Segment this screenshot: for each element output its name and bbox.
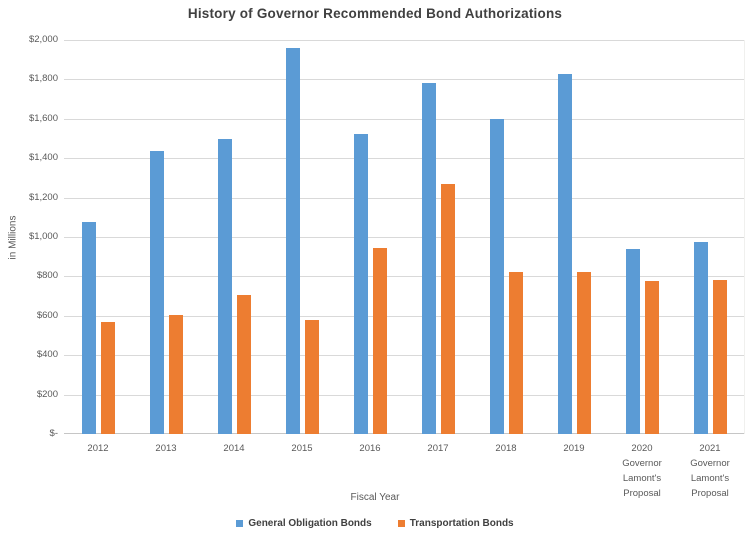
bar-transportation-bonds bbox=[372, 247, 387, 434]
legend-label: General Obligation Bonds bbox=[248, 518, 372, 529]
gridline bbox=[64, 237, 744, 238]
x-axis-label-line: Governor bbox=[622, 458, 662, 469]
x-axis-label-line: Lamont's bbox=[690, 473, 730, 484]
bar-group bbox=[336, 40, 404, 434]
bar-transportation-bonds bbox=[236, 295, 251, 434]
y-tick-label: $1,200 bbox=[28, 191, 58, 203]
y-tick-label: $600 bbox=[36, 309, 58, 321]
x-axis-label-line: 2013 bbox=[155, 443, 177, 454]
bars-layer bbox=[64, 40, 744, 434]
x-axis-label-line: 2019 bbox=[563, 443, 585, 454]
bar-group bbox=[64, 40, 132, 434]
x-axis-labels: 2012 2013 2014 2015 2016 2017 2018 2019 2020 Gove… bbox=[64, 441, 744, 501]
chart-legend: General Obligation Bonds Transportation B… bbox=[0, 518, 750, 529]
bar-transportation-bonds bbox=[508, 272, 523, 434]
bar-group bbox=[676, 40, 744, 434]
bar-group bbox=[404, 40, 472, 434]
gridline bbox=[64, 276, 744, 278]
bar-general-obligation-bonds bbox=[285, 47, 300, 434]
x-axis-label-line: 2017 bbox=[427, 443, 449, 454]
x-axis-label: 2015 bbox=[268, 441, 336, 501]
gridline bbox=[64, 79, 744, 81]
legend-label: Transportation Bonds bbox=[409, 518, 514, 529]
x-axis-label-line: 2015 bbox=[291, 443, 313, 454]
gridline bbox=[64, 433, 744, 434]
bar-group bbox=[608, 40, 676, 434]
x-axis-label-line: 2020 bbox=[631, 443, 653, 454]
bar-group bbox=[472, 40, 540, 434]
x-axis-label-line: 2016 bbox=[359, 443, 381, 454]
bar-group bbox=[132, 40, 200, 434]
x-axis-label-line: 2018 bbox=[495, 443, 517, 454]
bar-transportation-bonds bbox=[644, 281, 659, 434]
x-axis-label: 2016 bbox=[336, 441, 404, 501]
bar-general-obligation-bonds bbox=[149, 151, 164, 434]
x-axis-label-line: Proposal bbox=[691, 488, 729, 499]
y-tick-label: $- bbox=[49, 428, 58, 439]
legend-swatch bbox=[236, 520, 244, 527]
bar-general-obligation-bonds bbox=[353, 133, 368, 434]
legend-item: General Obligation Bonds bbox=[236, 518, 372, 529]
bar-transportation-bonds bbox=[712, 280, 727, 434]
x-axis-label-line: 2014 bbox=[223, 443, 245, 454]
bar-transportation-bonds bbox=[440, 183, 455, 434]
chart-title: History of Governor Recommended Bond Aut… bbox=[187, 6, 563, 21]
plot-area bbox=[64, 40, 745, 434]
gridline bbox=[64, 355, 744, 357]
x-axis-label: 2012 bbox=[64, 441, 132, 501]
bar-general-obligation-bonds bbox=[217, 138, 232, 434]
bar-general-obligation-bonds bbox=[625, 248, 640, 434]
x-axis-label: 2013 bbox=[132, 441, 200, 501]
gridline bbox=[64, 118, 744, 120]
y-tick-label: $800 bbox=[36, 270, 58, 282]
y-tick-label: $400 bbox=[36, 349, 58, 361]
y-tick-label: $200 bbox=[36, 388, 58, 400]
x-axis-label-line: Governor bbox=[690, 458, 730, 469]
gridline bbox=[64, 197, 744, 199]
legend-item: Transportation Bonds bbox=[397, 518, 514, 529]
bar-group bbox=[268, 40, 336, 434]
x-axis-label-line: 2021 bbox=[699, 443, 721, 454]
bar-general-obligation-bonds bbox=[81, 222, 96, 434]
x-axis-label: 2017 bbox=[404, 441, 472, 501]
bar-general-obligation-bonds bbox=[421, 83, 436, 434]
y-tick-label: $1,400 bbox=[28, 152, 58, 164]
bar-group bbox=[540, 40, 608, 434]
y-tick-label: $1,600 bbox=[28, 112, 58, 124]
y-tick-label: $2,000 bbox=[28, 34, 58, 45]
x-axis-label: 2014 bbox=[200, 441, 268, 501]
gridline bbox=[64, 40, 744, 41]
x-axis-label-line: Proposal bbox=[623, 488, 661, 499]
x-axis-label-line: Lamont's bbox=[622, 473, 662, 484]
bar-general-obligation-bonds bbox=[557, 74, 572, 434]
gridline bbox=[64, 158, 744, 160]
bar-general-obligation-bonds bbox=[489, 118, 504, 434]
x-axis-label-line: 2012 bbox=[87, 443, 109, 454]
bar-transportation-bonds bbox=[100, 321, 115, 434]
bar-transportation-bonds bbox=[576, 272, 591, 434]
bar-general-obligation-bonds bbox=[693, 241, 708, 434]
x-axis-label: 2019 bbox=[540, 441, 608, 501]
y-tick-label: $1,800 bbox=[28, 73, 58, 85]
gridline bbox=[64, 394, 744, 396]
x-axis-title: Fiscal Year bbox=[350, 492, 400, 503]
bar-group bbox=[200, 40, 268, 434]
y-tick-label: $1,000 bbox=[28, 231, 58, 242]
x-axis-label: 2021 Governor Lamont's Proposal bbox=[676, 441, 744, 501]
bar-transportation-bonds bbox=[304, 319, 319, 434]
x-axis-label: 2020 Governor Lamont's Proposal bbox=[608, 441, 676, 501]
legend-swatch bbox=[397, 520, 405, 527]
bar-transportation-bonds bbox=[168, 314, 183, 434]
gridline bbox=[64, 315, 744, 317]
x-axis-label: 2018 bbox=[472, 441, 540, 501]
